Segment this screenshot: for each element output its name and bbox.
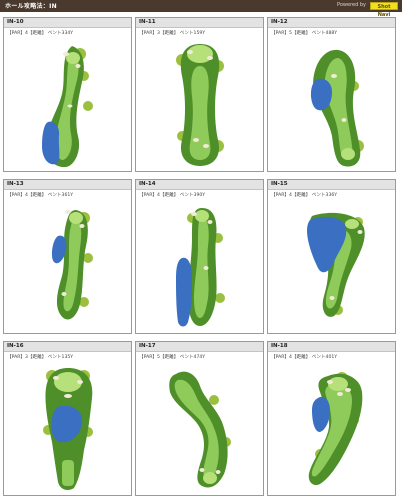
hole-map-in15 bbox=[307, 212, 365, 317]
hole-card-in12[interactable]: IN-12 【PAR】5【距離】 ベント488Y bbox=[267, 17, 396, 172]
sand-bunker bbox=[327, 380, 351, 396]
hole-card-header: IN-15 bbox=[268, 180, 395, 190]
hole-info: 【PAR】4【距離】 ベント334Y bbox=[7, 31, 74, 36]
page-header: ホール攻略法：IN Powered by Shot Navi bbox=[0, 0, 402, 18]
hole-map-in18 bbox=[308, 372, 363, 486]
sand-bunker bbox=[53, 376, 83, 398]
putting-green bbox=[203, 472, 217, 484]
hole-info: 【PAR】4【距離】 ベント336Y bbox=[271, 193, 338, 198]
putting-green bbox=[195, 210, 209, 222]
sand-bunker bbox=[329, 230, 363, 300]
page-title: ホール攻略法：IN bbox=[5, 3, 57, 10]
sand-bunker bbox=[187, 50, 213, 148]
hole-number: IN-18 bbox=[271, 343, 288, 349]
putting-green bbox=[345, 219, 359, 229]
sand-bunker bbox=[191, 212, 213, 270]
hole-card-header: IN-13 bbox=[4, 180, 131, 190]
fairway bbox=[189, 66, 211, 160]
hole-card-in18[interactable]: IN-18 【PAR】4【距離】 ベント401Y bbox=[267, 341, 396, 496]
hole-card-in13[interactable]: IN-13 【PAR】4【距離】 ベント361Y bbox=[3, 179, 132, 334]
hole-card-header: IN-12 bbox=[268, 18, 395, 28]
putting-green bbox=[187, 45, 213, 63]
hole-card-in16[interactable]: IN-16 【PAR】3【距離】 ベント135Y bbox=[3, 341, 132, 496]
tee-box bbox=[62, 460, 74, 486]
hole-number: IN-12 bbox=[271, 19, 288, 25]
fairway bbox=[174, 379, 219, 480]
hole-card-in10[interactable]: IN-10 【PAR】4【距離】 ベント334Y bbox=[3, 17, 132, 172]
water-hazard bbox=[42, 121, 60, 165]
hole-info: 【PAR】4【距離】 ベント401Y bbox=[271, 355, 338, 360]
sand-bunker bbox=[63, 52, 81, 108]
putting-green bbox=[66, 52, 80, 64]
hole-card-in11[interactable]: IN-11 【PAR】3【距離】 ベント159Y bbox=[135, 17, 264, 172]
water-hazard bbox=[51, 235, 67, 264]
hole-card-header: IN-11 bbox=[136, 18, 263, 28]
hole-info: 【PAR】4【距離】 ベント361Y bbox=[7, 193, 74, 198]
hole-card-header: IN-10 bbox=[4, 18, 131, 28]
sand-bunker bbox=[61, 210, 85, 296]
fairway bbox=[324, 58, 353, 159]
sand-bunker bbox=[199, 468, 221, 474]
putting-green bbox=[341, 148, 355, 160]
putting-green bbox=[69, 212, 83, 224]
fairway bbox=[63, 218, 82, 312]
hole-number: IN-16 bbox=[7, 343, 24, 349]
powered-by-label: Powered by bbox=[337, 2, 366, 8]
hole-card-in15[interactable]: IN-15 【PAR】4【距離】 ベント336Y bbox=[267, 179, 396, 334]
hole-info: 【PAR】5【距離】 ベント474Y bbox=[139, 355, 206, 360]
hole-info: 【PAR】3【距離】 ベント135Y bbox=[7, 355, 74, 360]
hole-card-header: IN-14 bbox=[136, 180, 263, 190]
hole-info: 【PAR】4【距離】 ベント390Y bbox=[139, 193, 206, 198]
fairway bbox=[194, 216, 209, 318]
hole-number: IN-11 bbox=[139, 19, 156, 25]
hole-map-in12 bbox=[310, 49, 364, 167]
putting-green bbox=[328, 377, 348, 391]
putting-green bbox=[54, 372, 82, 392]
hole-number: IN-13 bbox=[7, 181, 24, 187]
hole-info: 【PAR】3【距離】 ベント159Y bbox=[139, 31, 206, 36]
hole-map-in10 bbox=[42, 46, 93, 168]
shot-navi-logo[interactable]: Shot Navi bbox=[370, 2, 398, 18]
water-hazard bbox=[307, 216, 347, 273]
fairway bbox=[311, 383, 352, 477]
water-hazard bbox=[51, 405, 83, 443]
hole-map-in11 bbox=[176, 44, 224, 166]
hole-card-header: IN-18 bbox=[268, 342, 395, 352]
sand-bunker bbox=[331, 74, 347, 122]
hole-card-header: IN-16 bbox=[4, 342, 131, 352]
water-hazard bbox=[312, 396, 330, 432]
hole-number: IN-10 bbox=[7, 19, 24, 25]
fairway bbox=[325, 228, 352, 309]
fairway bbox=[55, 52, 79, 160]
hole-map-in16 bbox=[43, 368, 93, 490]
hole-map-in17 bbox=[169, 371, 231, 488]
hole-card-header: IN-17 bbox=[136, 342, 263, 352]
hole-card-in14[interactable]: IN-14 【PAR】4【距離】 ベント390Y bbox=[135, 179, 264, 334]
water-hazard bbox=[310, 78, 332, 111]
hole-info: 【PAR】5【距離】 ベント488Y bbox=[271, 31, 338, 36]
hole-number: IN-15 bbox=[271, 181, 288, 187]
hole-number: IN-17 bbox=[139, 343, 156, 349]
hole-number: IN-14 bbox=[139, 181, 156, 187]
hole-map-in13 bbox=[51, 210, 93, 320]
water-hazard bbox=[176, 257, 192, 327]
hole-map-in14 bbox=[176, 208, 225, 327]
hole-card-in17[interactable]: IN-17 【PAR】5【距離】 ベント474Y bbox=[135, 341, 264, 496]
